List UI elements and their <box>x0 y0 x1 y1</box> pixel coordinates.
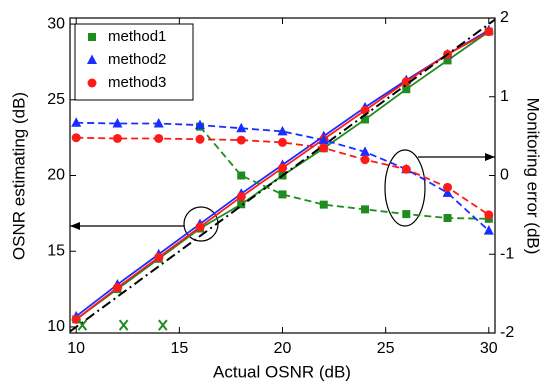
legend-label: method1 <box>108 28 166 45</box>
marker <box>360 155 370 165</box>
marker <box>278 137 287 147</box>
series-line <box>199 126 489 220</box>
marker <box>443 182 453 192</box>
y-tick-label: 10 <box>47 318 65 335</box>
marker <box>195 134 205 144</box>
marker <box>237 171 246 180</box>
series-line <box>69 18 496 333</box>
y2-tick-label: 0 <box>500 167 509 184</box>
marker <box>278 190 287 199</box>
marker <box>88 33 96 41</box>
y-tick-label: 15 <box>47 242 65 259</box>
marker <box>154 133 164 143</box>
marker <box>77 319 88 331</box>
marker <box>236 122 247 133</box>
marker <box>401 164 411 174</box>
marker <box>401 77 411 87</box>
x-tick-label: 30 <box>480 340 498 357</box>
marker <box>402 85 411 94</box>
marker <box>360 146 371 156</box>
x-tick-label: 25 <box>377 340 395 357</box>
marker <box>236 192 246 202</box>
marker <box>237 200 246 209</box>
marker <box>87 78 97 88</box>
series-line <box>76 121 490 232</box>
y-tick-label: 30 <box>47 15 65 32</box>
marker <box>158 319 168 331</box>
marker <box>71 117 82 127</box>
x-tick-label: 10 <box>67 340 85 357</box>
y2-tick-label: 1 <box>500 88 509 105</box>
marker <box>277 125 288 136</box>
marker <box>195 222 205 232</box>
marker <box>112 133 122 143</box>
x-tick-label: 15 <box>170 340 188 357</box>
marker <box>71 133 81 143</box>
series-line <box>76 136 490 216</box>
marker <box>319 143 329 153</box>
marker <box>118 319 129 331</box>
marker <box>484 210 494 220</box>
x-axis-label: Actual OSNR (dB) <box>213 362 351 381</box>
y-tick-label: 20 <box>47 167 65 184</box>
marker <box>112 283 122 293</box>
marker <box>153 118 164 128</box>
marker <box>318 134 329 145</box>
marker <box>361 205 370 214</box>
marker <box>194 119 205 130</box>
marker <box>361 115 370 124</box>
x-tick-label: 20 <box>274 340 292 357</box>
marker <box>443 214 452 223</box>
marker <box>484 27 494 37</box>
arrow-head <box>485 153 495 161</box>
marker <box>154 252 164 262</box>
legend-label: method2 <box>108 51 166 68</box>
y2-tick-label: -1 <box>500 245 514 262</box>
y-tick-label: 25 <box>47 91 65 108</box>
y2-tick-label: 2 <box>500 9 509 26</box>
marker <box>402 210 411 219</box>
y-axis-label: OSNR estimating (dB) <box>9 92 28 260</box>
marker <box>483 225 494 235</box>
marker <box>112 118 123 128</box>
y2-axis-label: Monitoring error (dB) <box>524 98 543 255</box>
arrow-head <box>70 222 80 230</box>
annotation-ellipse <box>384 149 426 227</box>
marker <box>443 56 452 65</box>
marker <box>319 200 328 209</box>
y2-tick-label: -2 <box>500 324 514 341</box>
legend-label: method3 <box>108 74 166 91</box>
marker <box>236 135 246 145</box>
marker <box>87 54 97 64</box>
marker <box>442 187 453 197</box>
marker <box>278 163 287 173</box>
